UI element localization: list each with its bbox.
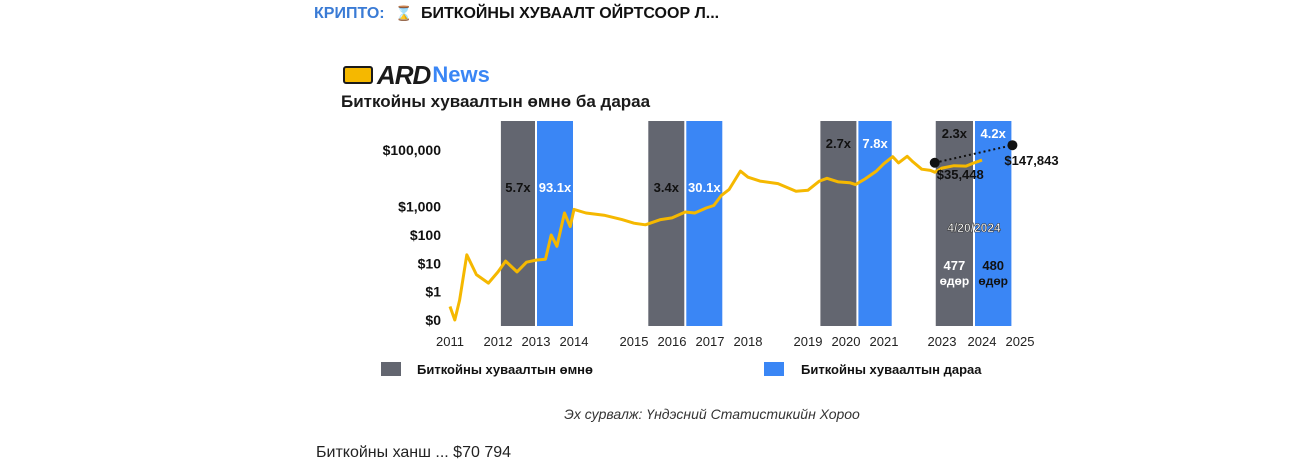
legend-before-swatch bbox=[381, 362, 401, 376]
x-tick-label: 2011 bbox=[436, 334, 464, 349]
after-multiplier-label: 7.8x bbox=[862, 136, 888, 151]
x-tick-label: 2025 bbox=[1006, 334, 1035, 349]
legend-after-label: Биткойны хуваалтын дараа bbox=[801, 362, 982, 377]
article-headline[interactable]: КРИПТО: ⌛ БИТКОЙНЫ ХУВААЛТ ОЙРТСООР Л... bbox=[314, 5, 719, 23]
paragraph-text: Биткойны ханш ... $70 794 bbox=[316, 444, 512, 461]
x-tick-label: 2024 bbox=[968, 334, 997, 349]
days-before-value: 477 bbox=[944, 258, 966, 273]
y-tick-label: $100,000 bbox=[383, 142, 442, 158]
after-multiplier-label: 4.2x bbox=[981, 126, 1007, 141]
after-halving-bar bbox=[686, 121, 723, 326]
before-halving-bar bbox=[935, 121, 973, 326]
halving-chart: 5.7x 93.1x 3.4x 30.1x 2.7x 7.8x 2.3x 4.2x $100,0… bbox=[381, 121, 1059, 377]
before-multiplier-label: 2.7x bbox=[826, 136, 852, 151]
halving-date-label: 4/20/2024 bbox=[947, 221, 1001, 235]
end-price-label: $147,843 bbox=[1004, 153, 1058, 168]
y-tick-label: $10 bbox=[418, 255, 442, 271]
x-tick-label: 2012 bbox=[484, 334, 513, 349]
chart-source: Эх сурвалж: Үндэсний Статистикийн Хороо bbox=[564, 406, 860, 422]
y-tick-label: $1 bbox=[425, 284, 441, 300]
before-multiplier-label: 5.7x bbox=[505, 180, 531, 195]
after-multiplier-label: 30.1x bbox=[688, 180, 721, 195]
days-after-unit: өдөр bbox=[978, 274, 1008, 288]
chart-title: Биткойны хуваалтын өмнө ба дараа bbox=[341, 92, 651, 111]
x-tick-label: 2023 bbox=[928, 334, 957, 349]
x-tick-label: 2015 bbox=[620, 334, 649, 349]
ard-news-logo: ARD News bbox=[343, 58, 490, 92]
logo-brand: ARD bbox=[377, 59, 431, 90]
y-tick-label: $100 bbox=[410, 227, 441, 243]
before-multiplier-label: 2.3x bbox=[942, 126, 968, 141]
y-tick-label: $0 bbox=[425, 312, 441, 328]
after-multiplier-label: 93.1x bbox=[539, 180, 572, 195]
days-before-unit: өдөр bbox=[940, 274, 970, 288]
price-series-line bbox=[448, 154, 983, 322]
y-tick-label: $1,000 bbox=[398, 199, 441, 215]
x-tick-label: 2017 bbox=[696, 334, 725, 349]
x-tick-label: 2020 bbox=[832, 334, 861, 349]
x-tick-label: 2016 bbox=[658, 334, 687, 349]
after-halving-bar bbox=[858, 121, 892, 326]
logo-mark-icon bbox=[343, 66, 373, 84]
before-multiplier-label: 3.4x bbox=[654, 180, 680, 195]
x-tick-label: 2018 bbox=[734, 334, 763, 349]
before-halving-bar bbox=[500, 121, 535, 326]
days-after-value: 480 bbox=[982, 258, 1004, 273]
x-tick-label: 2014 bbox=[560, 334, 589, 349]
x-tick-label: 2021 bbox=[870, 334, 899, 349]
x-tick-label: 2013 bbox=[522, 334, 551, 349]
logo-news: News bbox=[432, 62, 490, 87]
truncated-paragraph: Биткойны ханш ... $70 794 bbox=[316, 444, 511, 462]
end-price-point bbox=[1007, 140, 1018, 151]
start-price-point bbox=[929, 157, 940, 168]
before-halving-bar bbox=[648, 121, 685, 326]
x-tick-label: 2019 bbox=[794, 334, 823, 349]
before-halving-bar bbox=[820, 121, 857, 326]
after-halving-bar bbox=[537, 121, 573, 326]
projection-line bbox=[934, 144, 1013, 164]
after-halving-bar bbox=[975, 121, 1012, 326]
start-price-label: $35,448 bbox=[937, 167, 984, 182]
legend-after-swatch bbox=[764, 362, 784, 376]
hourglass-icon: ⌛ bbox=[395, 5, 413, 21]
legend-before-label: Биткойны хуваалтын өмнө bbox=[417, 362, 593, 377]
headline-title[interactable]: БИТКОЙНЫ ХУВААЛТ ОЙРТСООР Л... bbox=[420, 5, 720, 22]
category-label[interactable]: КРИПТО: bbox=[314, 5, 385, 22]
